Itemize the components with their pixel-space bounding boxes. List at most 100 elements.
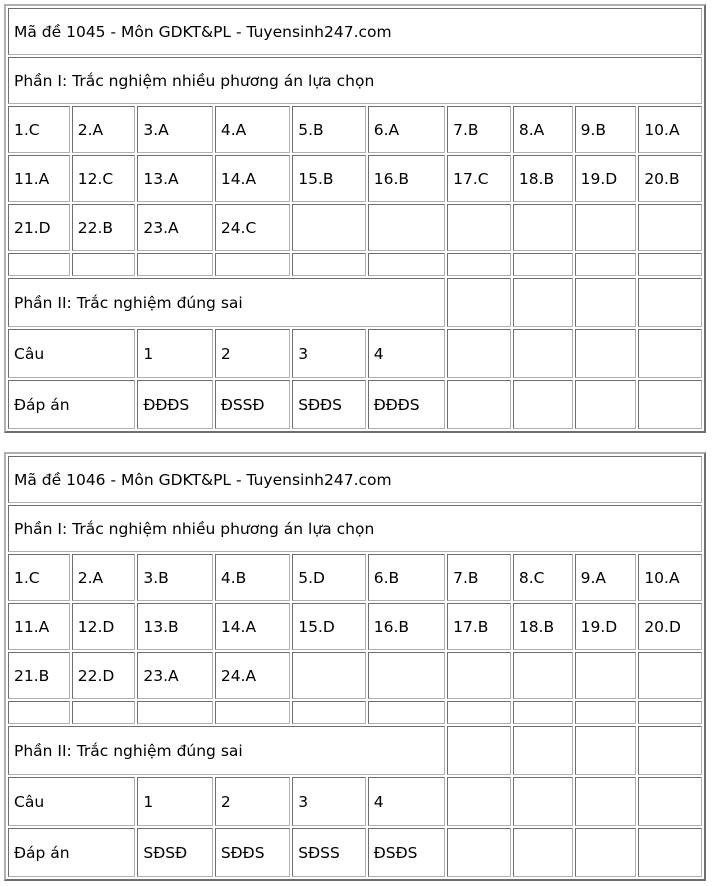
answer-cell: 21.B	[8, 652, 70, 699]
answer-cell: 9.B	[574, 106, 637, 153]
answer-cell: 14.A	[214, 155, 291, 202]
answer-cell: 17.C	[447, 155, 511, 202]
empty-cell	[638, 701, 702, 724]
empty-cell	[574, 253, 637, 276]
empty-cell	[8, 701, 70, 724]
answer-cell: 2.A	[71, 554, 136, 601]
answer-cell: 2.A	[71, 106, 136, 153]
empty-cell	[574, 828, 637, 877]
answer-cell: 7.B	[447, 106, 511, 153]
empty-cell	[292, 204, 366, 251]
empty-cell	[214, 701, 291, 724]
true-false-answer: SĐSS	[292, 828, 366, 877]
true-false-answer: SĐĐS	[214, 828, 291, 877]
empty-cell	[512, 828, 573, 877]
answer-cell: 19.D	[574, 155, 637, 202]
empty-cell	[447, 380, 511, 429]
part1-label: Phần I: Trắc nghiệm nhiều phương án lựa …	[8, 505, 702, 552]
answer-table-1: Mã đề 1045 - Môn GDKT&PL - Tuyensinh247.…	[4, 4, 706, 433]
empty-cell	[512, 380, 573, 429]
question-number: 2	[214, 777, 291, 826]
part2-label: Phần II: Trắc nghiệm đúng sai	[8, 278, 446, 327]
empty-cell	[447, 253, 511, 276]
empty-cell	[447, 204, 511, 251]
empty-cell	[574, 204, 637, 251]
answer-cell: 8.A	[512, 106, 573, 153]
answer-label: Đáp án	[8, 380, 136, 429]
empty-cell	[638, 777, 702, 826]
empty-cell	[71, 701, 136, 724]
empty-cell	[638, 380, 702, 429]
answer-cell: 24.C	[214, 204, 291, 251]
answer-cell: 10.A	[638, 554, 702, 601]
answer-cell: 1.C	[8, 554, 70, 601]
answer-cell: 8.C	[512, 554, 573, 601]
answer-cell: 16.B	[367, 603, 446, 650]
empty-cell	[574, 329, 637, 378]
question-number: 1	[137, 329, 213, 378]
answer-cell: 14.A	[214, 603, 291, 650]
answer-table-2: Mã đề 1046 - Môn GDKT&PL - Tuyensinh247.…	[4, 452, 706, 881]
empty-cell	[292, 253, 366, 276]
empty-cell	[512, 701, 573, 724]
empty-cell	[574, 701, 637, 724]
empty-cell	[638, 329, 702, 378]
answer-cell: 5.D	[292, 554, 366, 601]
empty-cell	[512, 777, 573, 826]
question-number: 4	[367, 329, 446, 378]
answer-cell: 23.A	[137, 204, 213, 251]
answer-cell: 18.B	[512, 155, 573, 202]
answer-cell: 24.A	[214, 652, 291, 699]
true-false-answer: SĐSĐ	[137, 828, 213, 877]
answer-cell: 7.B	[447, 554, 511, 601]
answer-cell: 12.D	[71, 603, 136, 650]
empty-cell	[638, 652, 702, 699]
empty-cell	[512, 329, 573, 378]
empty-cell	[638, 204, 702, 251]
empty-cell	[214, 253, 291, 276]
answer-cell: 4.A	[214, 106, 291, 153]
answer-cell: 11.A	[8, 155, 70, 202]
empty-cell	[447, 726, 511, 775]
part1-label: Phần I: Trắc nghiệm nhiều phương án lựa …	[8, 57, 702, 104]
empty-cell	[574, 652, 637, 699]
empty-cell	[512, 204, 573, 251]
empty-cell	[638, 253, 702, 276]
empty-cell	[292, 652, 366, 699]
empty-cell	[638, 828, 702, 877]
empty-cell	[512, 278, 573, 327]
question-number: 3	[292, 329, 366, 378]
empty-cell	[574, 777, 637, 826]
answer-cell: 11.A	[8, 603, 70, 650]
empty-cell	[447, 329, 511, 378]
empty-cell	[292, 701, 366, 724]
question-number: 2	[214, 329, 291, 378]
exam-title: Mã đề 1046 - Môn GDKT&PL - Tuyensinh247.…	[8, 456, 702, 503]
question-label: Câu	[8, 329, 136, 378]
answer-cell: 10.A	[638, 106, 702, 153]
question-number: 1	[137, 777, 213, 826]
answer-cell: 23.A	[137, 652, 213, 699]
answer-cell: 17.B	[447, 603, 511, 650]
answer-cell: 15.B	[292, 155, 366, 202]
empty-cell	[367, 204, 446, 251]
answer-cell: 22.B	[71, 204, 136, 251]
empty-cell	[137, 701, 213, 724]
empty-cell	[574, 726, 637, 775]
answer-cell: 5.B	[292, 106, 366, 153]
question-number: 3	[292, 777, 366, 826]
empty-cell	[137, 253, 213, 276]
answer-cell: 21.D	[8, 204, 70, 251]
empty-cell	[512, 253, 573, 276]
empty-cell	[574, 278, 637, 327]
answer-cell: 6.A	[367, 106, 446, 153]
true-false-answer: SĐĐS	[292, 380, 366, 429]
empty-cell	[638, 278, 702, 327]
answer-cell: 13.A	[137, 155, 213, 202]
question-number: 4	[367, 777, 446, 826]
empty-cell	[447, 828, 511, 877]
empty-cell	[447, 777, 511, 826]
true-false-answer: ĐSSĐ	[214, 380, 291, 429]
empty-cell	[367, 652, 446, 699]
answer-cell: 19.D	[574, 603, 637, 650]
